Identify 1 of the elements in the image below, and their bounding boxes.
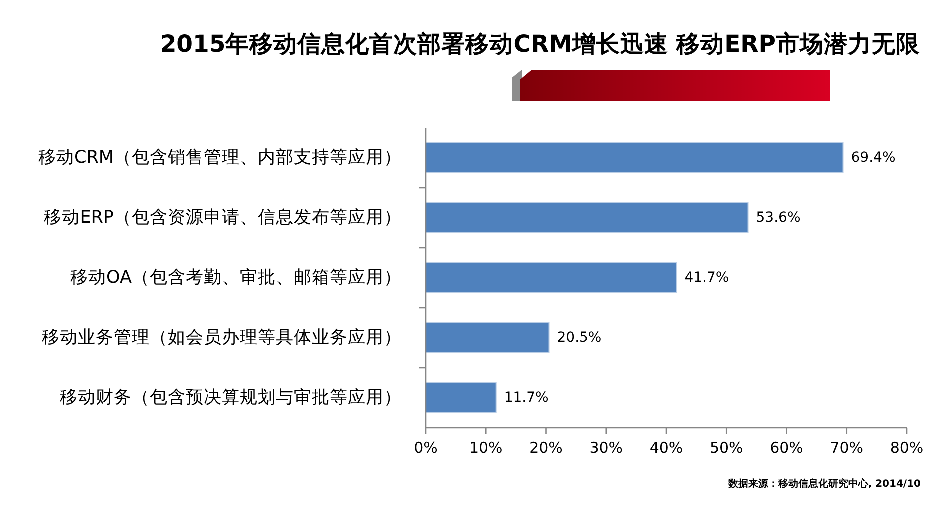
title: 2015年移动信息化首次部署移动CRM增长迅速 移动ERP市场潜力无限 [160,30,920,58]
